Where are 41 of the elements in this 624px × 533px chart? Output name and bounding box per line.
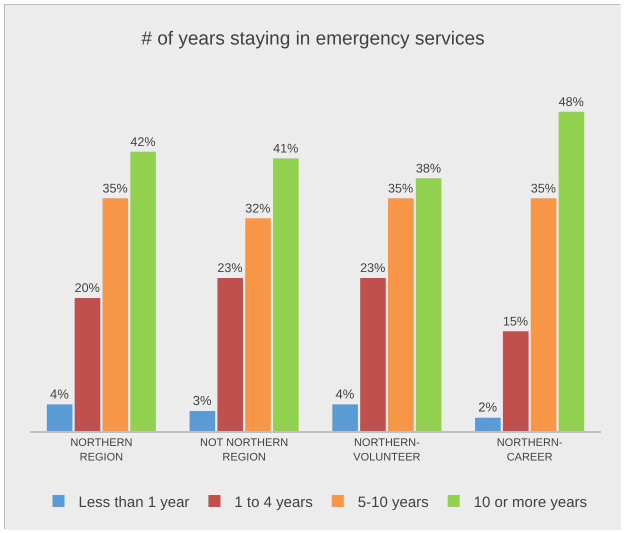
bar [360,278,386,431]
data-label: 15% [502,314,528,328]
legend-label: 10 or more years [474,494,588,511]
bar [332,404,358,431]
x-tick-label: NORTHERN-CAREER [496,437,563,464]
bar [416,178,442,431]
data-label: 23% [217,261,243,276]
bar [74,298,100,431]
data-label: 32% [245,201,270,216]
legend-label: 5-10 years [358,494,429,511]
bar [388,198,414,431]
bar [102,198,128,431]
data-label: 48% [558,94,584,109]
bar [130,152,156,431]
data-label: 35% [388,181,414,196]
data-label: 38% [416,161,442,176]
x-tick-label: NORTHERN-VOLUNTEER [353,437,421,464]
data-label: 41% [273,141,298,156]
data-label: 35% [530,181,556,196]
data-label: 3% [192,393,212,408]
bar [530,198,556,431]
data-label: 20% [74,281,100,296]
data-label: 4% [50,386,70,402]
data-label: 42% [130,134,156,149]
x-tick-label: NOT NORTHERN REGION [200,437,288,464]
bar [46,404,72,431]
bar [273,158,299,431]
data-label: 23% [360,261,386,276]
bar [217,278,244,431]
legend-label: 1 to 4 years [234,494,313,511]
data-label: 35% [102,181,128,196]
bar [502,331,529,431]
bar [475,418,501,431]
chart-title: # of years staying in emergency services [141,28,485,50]
legend-label: Less than 1 year [78,494,190,511]
bar [190,411,216,431]
data-label: 2% [478,400,498,415]
bar [558,112,584,431]
bar [245,218,271,431]
data-label: 4% [336,386,355,402]
x-tick-label: NORTHERN REGION [70,437,132,464]
